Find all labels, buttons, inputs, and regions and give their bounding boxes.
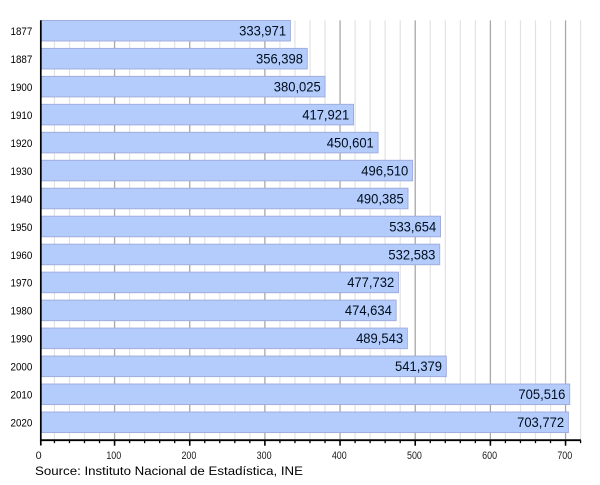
- svg-text:380,025: 380,025: [274, 79, 321, 95]
- svg-text:356,398: 356,398: [256, 51, 303, 67]
- svg-text:490,385: 490,385: [357, 191, 404, 207]
- svg-text:703,772: 703,772: [517, 415, 564, 431]
- svg-text:500: 500: [407, 450, 422, 462]
- svg-text:1970: 1970: [11, 278, 33, 290]
- svg-text:496,510: 496,510: [361, 163, 408, 179]
- svg-text:100: 100: [106, 450, 121, 462]
- svg-text:1887: 1887: [11, 54, 33, 66]
- svg-text:1877: 1877: [11, 26, 33, 38]
- svg-text:417,921: 417,921: [302, 107, 349, 123]
- svg-text:2000: 2000: [11, 362, 33, 374]
- svg-text:333,971: 333,971: [239, 24, 286, 40]
- svg-text:541,379: 541,379: [395, 359, 442, 375]
- svg-text:200: 200: [181, 450, 196, 462]
- svg-text:705,516: 705,516: [518, 387, 565, 403]
- svg-text:450,601: 450,601: [327, 135, 374, 151]
- svg-text:2020: 2020: [11, 418, 33, 430]
- svg-text:1940: 1940: [11, 194, 33, 206]
- svg-text:533,654: 533,654: [389, 219, 436, 235]
- svg-text:1920: 1920: [11, 138, 33, 150]
- svg-text:1930: 1930: [11, 166, 33, 178]
- svg-text:1910: 1910: [11, 110, 33, 122]
- svg-text:1980: 1980: [11, 306, 33, 318]
- svg-text:600: 600: [482, 450, 497, 462]
- svg-text:1990: 1990: [11, 334, 33, 346]
- svg-text:489,543: 489,543: [356, 331, 403, 347]
- svg-text:1900: 1900: [11, 82, 33, 94]
- svg-text:1960: 1960: [11, 250, 33, 262]
- svg-text:1950: 1950: [11, 222, 33, 234]
- svg-text:400: 400: [332, 450, 347, 462]
- svg-text:700: 700: [557, 450, 572, 462]
- svg-text:Source: Instituto Nacional de: Source: Instituto Nacional de Estadístic…: [35, 464, 303, 478]
- svg-text:477,732: 477,732: [347, 275, 394, 291]
- svg-text:300: 300: [257, 450, 272, 462]
- svg-text:2010: 2010: [11, 390, 33, 402]
- svg-text:474,634: 474,634: [345, 303, 392, 319]
- svg-text:0: 0: [36, 450, 42, 462]
- svg-text:532,583: 532,583: [388, 247, 435, 263]
